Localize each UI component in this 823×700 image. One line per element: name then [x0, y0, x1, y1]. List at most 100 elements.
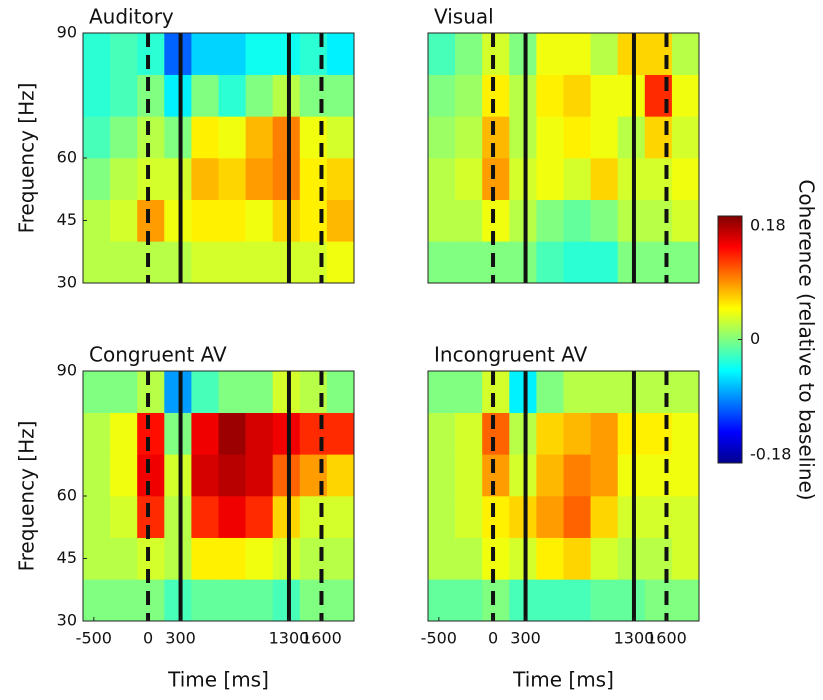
heatmap-cell [563, 496, 591, 538]
heatmap-cell [482, 74, 510, 117]
heatmap-cell [590, 241, 618, 284]
plot-frame [427, 370, 700, 622]
heatmap-cell [509, 412, 537, 455]
heatmap-cell [428, 158, 456, 200]
heatmap-cell [272, 158, 301, 200]
heatmap-cell [164, 579, 192, 622]
colorbar-tick-label: 0.18 [750, 216, 786, 235]
heatmap-cell [482, 158, 510, 200]
heatmap-cell [191, 412, 219, 455]
heatmap-cell [455, 537, 483, 580]
heatmap-cell [509, 199, 537, 242]
heatmap-cell [455, 412, 483, 455]
heatmap-cell [245, 496, 273, 538]
heatmap-cell [218, 579, 246, 622]
heatmap-cell [326, 496, 355, 538]
heatmap-cell [536, 371, 564, 413]
heatmap-cell [590, 158, 618, 200]
heatmap-cell [137, 241, 165, 284]
heatmap-cell [617, 74, 646, 117]
heatmap-cell [83, 412, 111, 455]
heatmap-cell [455, 74, 483, 117]
heatmap-cell [509, 158, 537, 200]
heatmap-cell [326, 454, 355, 497]
heatmap-cell [191, 496, 219, 538]
x-tick-label: 1300 [269, 629, 310, 648]
heatmap-cell [563, 412, 591, 455]
x-tick-label: 0 [143, 629, 153, 648]
heatmap-cell [110, 116, 138, 159]
heatmap-cell [218, 158, 246, 200]
heatmap-cell [590, 371, 618, 413]
heatmap-cell [428, 371, 456, 413]
heatmap-cell [509, 579, 537, 622]
y-axis-label: Frequency [Hz] [15, 421, 39, 572]
y-tick-label: 30 [57, 611, 77, 630]
heatmap-cell [326, 33, 355, 75]
heatmap-cell [245, 74, 273, 117]
heatmap-cell [272, 116, 301, 159]
heatmap-cell [455, 33, 483, 75]
heatmap-cell [455, 496, 483, 538]
heatmap-cell [617, 33, 646, 75]
plot-frame [427, 32, 700, 284]
heatmap-cell [326, 199, 355, 242]
heatmap-cell [509, 74, 537, 117]
heatmap-cell [326, 158, 355, 200]
heatmap-cell [563, 537, 591, 580]
heatmap-cell [671, 579, 700, 622]
x-tick-label: -500 [76, 629, 112, 648]
heatmap-cell [590, 537, 618, 580]
heatmap-cell [617, 579, 646, 622]
heatmap-cell [509, 116, 537, 159]
y-tick-label: 45 [57, 210, 77, 229]
heatmap-cell [563, 454, 591, 497]
heatmap-cell [536, 199, 564, 242]
heatmap-cell [83, 241, 111, 284]
heatmap-cell [428, 33, 456, 75]
heatmap-cell [137, 412, 165, 455]
heatmap-cell [671, 158, 700, 200]
heatmap-cell [455, 199, 483, 242]
panel-title: Congruent AV [89, 343, 227, 367]
heatmap-cell [617, 412, 646, 455]
heatmap-cell [191, 371, 219, 413]
x-tick-label: 0 [488, 629, 498, 648]
heatmap-cell [110, 33, 138, 75]
y-tick-label: 45 [57, 548, 77, 567]
panel-title: Incongruent AV [434, 343, 588, 367]
heatmap-cell [617, 537, 646, 580]
heatmap-cell [536, 579, 564, 622]
heatmap-cell [110, 199, 138, 242]
x-axis-label: Time [ms] [512, 668, 614, 692]
heatmap-cell [218, 496, 246, 538]
heatmap-cell [671, 241, 700, 284]
heatmap-cell [326, 412, 355, 455]
heatmap-cell [164, 241, 192, 284]
colorbar-label: Coherence (relative to baseline) [795, 179, 819, 500]
heatmap-cell [191, 33, 219, 75]
heatmap-cell [83, 116, 111, 159]
heatmap-cell [428, 74, 456, 117]
heatmap-cell [245, 116, 273, 159]
heatmap-cell [164, 496, 192, 538]
heatmap-cell [617, 454, 646, 497]
heatmap-cell [326, 241, 355, 284]
heatmap-cell [482, 579, 510, 622]
heatmap-cell [245, 33, 273, 75]
heatmap-cell [590, 579, 618, 622]
heatmap-cell [83, 33, 111, 75]
heatmap-cell [536, 454, 564, 497]
heatmap-cell [110, 412, 138, 455]
heatmap-cell [164, 412, 192, 455]
heatmap-cell [590, 199, 618, 242]
panel-title: Visual [434, 5, 494, 29]
heatmap-cell [83, 158, 111, 200]
colorbar-tick-label: -0.18 [750, 445, 791, 464]
heatmap-cell [455, 371, 483, 413]
heatmap-cell [83, 74, 111, 117]
heatmap-cell [218, 371, 246, 413]
heatmap-cell [137, 579, 165, 622]
heatmap-cell [671, 371, 700, 413]
heatmap-cell [110, 454, 138, 497]
